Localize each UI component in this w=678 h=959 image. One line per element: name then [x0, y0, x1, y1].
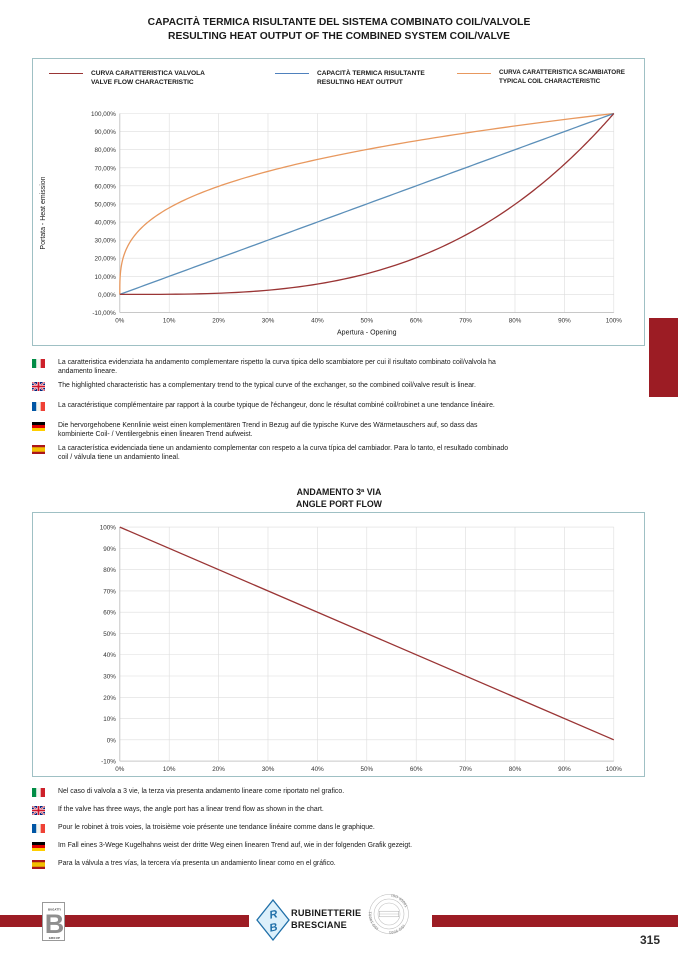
svg-text:10%: 10%	[103, 716, 116, 723]
svg-text:100%: 100%	[100, 525, 117, 532]
svg-text:100,00%: 100,00%	[91, 111, 116, 118]
svg-text:60%: 60%	[103, 610, 116, 617]
svg-text:40,00%: 40,00%	[94, 220, 116, 227]
svg-text:30%: 30%	[103, 674, 116, 681]
svg-text:ISO 14001: ISO 14001	[368, 911, 379, 932]
svg-text:10%: 10%	[163, 766, 176, 773]
svg-text:10,00%: 10,00%	[94, 274, 116, 281]
svg-text:90%: 90%	[103, 546, 116, 553]
svg-text:90%: 90%	[558, 318, 571, 325]
svg-text:10%: 10%	[163, 318, 176, 325]
svg-text:50%: 50%	[103, 631, 116, 638]
svg-text:90%: 90%	[558, 766, 571, 773]
svg-text:50%: 50%	[360, 766, 373, 773]
svg-text:30,00%: 30,00%	[94, 238, 116, 245]
svg-text:30%: 30%	[262, 766, 275, 773]
svg-text:GROUP: GROUP	[49, 936, 61, 940]
svg-text:40%: 40%	[311, 318, 324, 325]
svg-text:80%: 80%	[103, 567, 116, 574]
svg-text:70,00%: 70,00%	[94, 165, 116, 172]
svg-text:Portata - Heat emission: Portata - Heat emission	[40, 176, 47, 249]
svg-text:90,00%: 90,00%	[94, 129, 116, 136]
svg-text:50,00%: 50,00%	[94, 201, 116, 208]
svg-text:0%: 0%	[115, 766, 125, 773]
svg-text:70%: 70%	[459, 766, 472, 773]
svg-text:100%: 100%	[606, 318, 623, 325]
svg-text:B: B	[45, 909, 65, 939]
svg-text:30%: 30%	[262, 318, 275, 325]
svg-text:-10%: -10%	[101, 759, 116, 766]
svg-text:80,00%: 80,00%	[94, 147, 116, 154]
svg-text:50%: 50%	[360, 318, 373, 325]
svg-text:60%: 60%	[410, 766, 423, 773]
svg-text:100%: 100%	[606, 766, 623, 773]
svg-text:ISO 45001: ISO 45001	[391, 893, 409, 909]
svg-text:40%: 40%	[311, 766, 324, 773]
svg-text:0,00%: 0,00%	[98, 292, 116, 299]
svg-text:60%: 60%	[410, 318, 423, 325]
svg-text:80%: 80%	[509, 318, 522, 325]
svg-text:0%: 0%	[107, 737, 117, 744]
svg-text:20%: 20%	[212, 318, 225, 325]
svg-text:0%: 0%	[115, 318, 125, 325]
svg-text:ISO 9001: ISO 9001	[388, 924, 406, 935]
svg-text:20%: 20%	[212, 766, 225, 773]
svg-text:60,00%: 60,00%	[94, 183, 116, 190]
svg-text:70%: 70%	[103, 588, 116, 595]
svg-text:40%: 40%	[103, 652, 116, 659]
svg-text:Apertura - Opening: Apertura - Opening	[337, 330, 397, 337]
svg-text:20%: 20%	[103, 695, 116, 702]
svg-text:80%: 80%	[509, 766, 522, 773]
svg-text:-10,00%: -10,00%	[92, 310, 116, 317]
svg-text:70%: 70%	[459, 318, 472, 325]
svg-text:20,00%: 20,00%	[94, 256, 116, 263]
